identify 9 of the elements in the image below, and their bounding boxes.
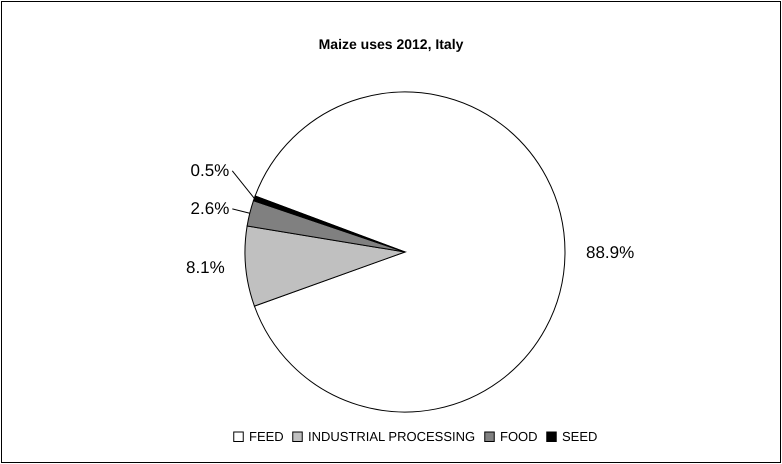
data-label: 2.6% xyxy=(190,198,230,218)
legend-label: INDUSTRIAL PROCESSING xyxy=(308,428,476,444)
data-label: 0.5% xyxy=(190,160,230,180)
legend-label: FEED xyxy=(249,428,284,444)
chart-title: Maize uses 2012, Italy xyxy=(318,36,464,52)
legend-label: FOOD xyxy=(500,428,538,444)
legend-label: SEED xyxy=(562,428,598,444)
data-label: 8.1% xyxy=(186,258,225,278)
data-label: 88.9% xyxy=(586,243,634,262)
